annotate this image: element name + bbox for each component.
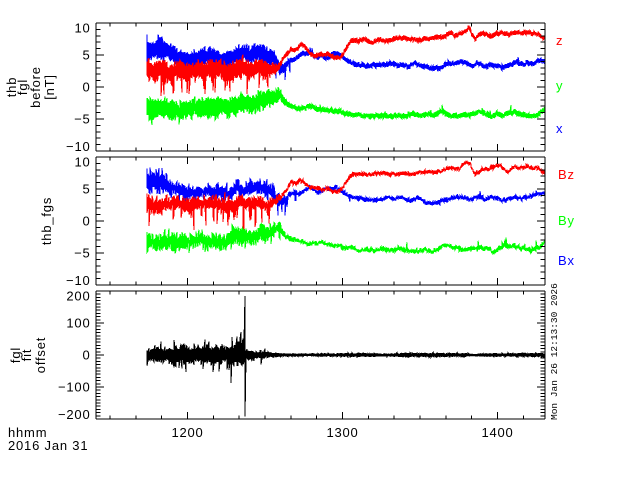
svg-text:10: 10: [74, 154, 90, 169]
svg-text:1400: 1400: [481, 425, 513, 440]
svg-text:−5: −5: [74, 246, 90, 261]
svg-text:100: 100: [66, 316, 90, 331]
svg-text:fgl: fgl: [15, 79, 30, 95]
svg-text:−10: −10: [66, 273, 90, 288]
svg-text:5: 5: [82, 182, 90, 197]
svg-text:0: 0: [82, 214, 90, 229]
svg-text:1200: 1200: [171, 425, 203, 440]
svg-text:−200: −200: [58, 407, 90, 422]
svg-text:By: By: [558, 213, 575, 228]
svg-text:thb_fgs: thb_fgs: [39, 197, 54, 245]
svg-text:Bx: Bx: [558, 253, 575, 268]
svg-text:5: 5: [82, 48, 90, 63]
svg-text:x: x: [556, 121, 563, 136]
svg-text:Bz: Bz: [558, 167, 575, 182]
svg-text:fit: fit: [19, 349, 34, 362]
svg-text:z: z: [556, 33, 563, 48]
svg-text:200: 200: [66, 288, 90, 303]
svg-text:Mon Jan 26 12:13:30 2026: Mon Jan 26 12:13:30 2026: [549, 283, 560, 420]
svg-text:hhmm: hhmm: [8, 425, 47, 440]
svg-text:0: 0: [82, 80, 90, 95]
svg-text:−100: −100: [58, 380, 90, 395]
svg-text:−5: −5: [74, 112, 90, 127]
svg-text:[nT]: [nT]: [42, 74, 57, 100]
svg-text:before: before: [28, 66, 43, 108]
svg-text:10: 10: [74, 20, 90, 35]
svg-text:−10: −10: [66, 139, 90, 154]
svg-text:1300: 1300: [326, 425, 358, 440]
svg-text:0: 0: [82, 348, 90, 363]
svg-text:y: y: [556, 78, 563, 93]
svg-text:2016 Jan 31: 2016 Jan 31: [8, 438, 88, 453]
svg-text:offset: offset: [33, 337, 48, 373]
svg-text:thb: thb: [4, 77, 19, 97]
svg-text:fgl: fgl: [8, 347, 23, 363]
